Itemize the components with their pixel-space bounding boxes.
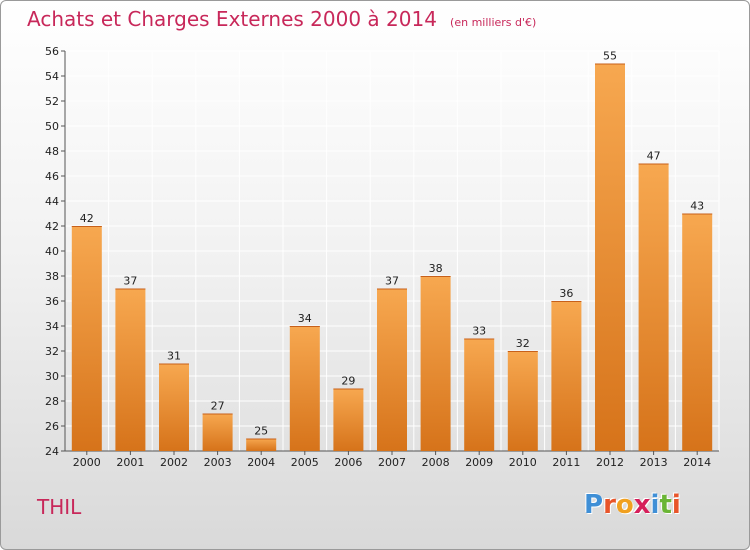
logo-letter: P <box>584 490 604 520</box>
x-tick-label: 2010 <box>509 456 537 469</box>
y-tick-label: 56 <box>45 45 59 58</box>
value-label: 34 <box>298 312 312 325</box>
y-tick-label: 28 <box>45 395 59 408</box>
chart-title: Achats et Charges Externes 2000 à 2014 <box>27 7 437 31</box>
x-tick-label: 2013 <box>640 456 668 469</box>
value-label: 55 <box>603 50 617 63</box>
bar <box>333 388 364 451</box>
value-label: 42 <box>80 212 94 225</box>
x-tick-label: 2014 <box>683 456 711 469</box>
bar <box>551 301 582 451</box>
logo-letter: t <box>659 490 672 520</box>
value-label: 43 <box>690 200 704 213</box>
value-label: 37 <box>385 275 399 288</box>
x-tick-label: 2009 <box>465 456 493 469</box>
x-tick-label: 2003 <box>204 456 232 469</box>
value-label: 36 <box>559 287 573 300</box>
value-label: 31 <box>167 350 181 363</box>
x-tick-label: 2007 <box>378 456 406 469</box>
x-tick-label: 2002 <box>160 456 188 469</box>
x-tick-label: 2005 <box>291 456 319 469</box>
logo-letter: i <box>650 490 660 520</box>
bar <box>289 326 320 451</box>
y-tick-label: 26 <box>45 420 59 433</box>
bar <box>115 288 146 451</box>
y-tick-label: 24 <box>45 445 59 458</box>
y-tick-label: 52 <box>45 95 59 108</box>
commune-name: THIL <box>37 495 82 519</box>
chart-unit: (en milliers d'€) <box>450 16 537 29</box>
bar <box>159 363 189 451</box>
labels: 24 26 28 30 32 34 36 38 40 42 44 46 48 50 52 54 56 42 2000… <box>45 45 711 469</box>
y-tick-label: 42 <box>45 220 59 233</box>
value-label: 33 <box>472 325 486 338</box>
bar <box>638 163 669 451</box>
x-tick-label: 2001 <box>116 456 144 469</box>
bar <box>682 213 713 451</box>
x-tick-label: 2006 <box>334 456 362 469</box>
value-label: 47 <box>647 150 661 163</box>
value-label: 27 <box>211 400 225 413</box>
y-tick-label: 32 <box>45 345 59 358</box>
value-label: 25 <box>254 425 268 438</box>
y-tick-label: 34 <box>45 320 59 333</box>
bar <box>202 413 233 451</box>
y-tick-label: 46 <box>45 170 59 183</box>
bar <box>71 226 102 451</box>
bar <box>595 63 625 451</box>
bar <box>507 351 538 451</box>
y-tick-label: 30 <box>45 370 59 383</box>
x-tick-label: 2000 <box>73 456 101 469</box>
value-label: 32 <box>516 337 530 350</box>
logo-letter: o <box>615 490 634 520</box>
x-tick-label: 2008 <box>422 456 450 469</box>
y-tick-label: 50 <box>45 120 59 133</box>
value-label: 29 <box>341 375 355 388</box>
logo-letter: i <box>671 490 681 520</box>
bars <box>71 63 713 451</box>
y-tick-label: 36 <box>45 295 59 308</box>
y-tick-label: 40 <box>45 245 59 258</box>
value-label: 38 <box>429 262 443 275</box>
logo-letter: x <box>633 490 651 520</box>
bar <box>246 438 277 451</box>
logo-letter: r <box>603 490 616 520</box>
y-tick-label: 38 <box>45 270 59 283</box>
x-tick-label: 2012 <box>596 456 624 469</box>
proxiti-logo: Proxiti <box>584 490 681 520</box>
x-tick-label: 2004 <box>247 456 275 469</box>
y-tick-label: 54 <box>45 70 59 83</box>
value-label: 37 <box>123 275 137 288</box>
title-row: Achats et Charges Externes 2000 à 2014 (… <box>27 7 536 31</box>
x-tick-label: 2011 <box>552 456 580 469</box>
bar <box>420 276 451 451</box>
y-tick-label: 44 <box>45 195 59 208</box>
bar <box>464 338 495 451</box>
y-tick-label: 48 <box>45 145 59 158</box>
bar <box>377 288 407 451</box>
